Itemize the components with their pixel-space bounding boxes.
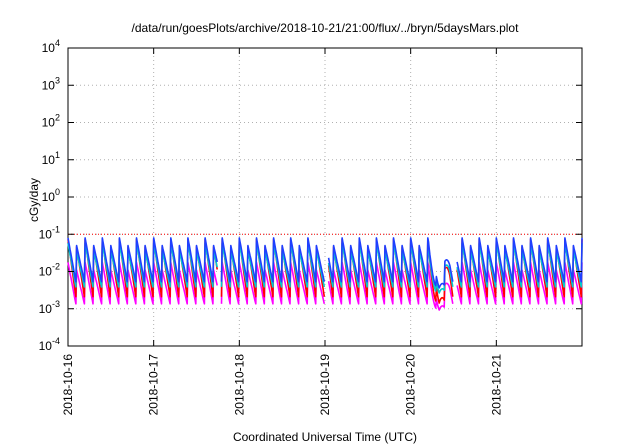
y-tick-label: 103 — [42, 75, 60, 92]
x-tick-label: 2018-10-17 — [147, 354, 161, 416]
y-tick-label: 104 — [42, 38, 60, 55]
y-tick-label: 10-2 — [39, 262, 60, 279]
y-tick-label: 10-3 — [39, 299, 60, 316]
x-tick-label: 2018-10-20 — [404, 354, 418, 416]
x-tick-label: 2018-10-21 — [489, 354, 503, 416]
y-tick-label: 10-4 — [39, 336, 60, 353]
y-tick-label: 101 — [42, 150, 60, 167]
axis-layer: 10-4 10-3 10-2 10-1 100 101 102 103 104 2018-10-1… — [39, 38, 582, 415]
chart-title: /data/run/goesPlots/archive/2018-10-21/2… — [132, 21, 520, 35]
x-axis-label: Coordinated Universal Time (UTC) — [233, 430, 417, 444]
x-tick-label: 2018-10-19 — [318, 354, 332, 416]
series-line — [67, 237, 583, 289]
series-line — [67, 261, 583, 311]
x-tick-label: 2018-10-18 — [232, 354, 246, 416]
series-line — [67, 238, 583, 304]
series-layer — [67, 237, 583, 311]
y-axis-label: cGy/day — [27, 178, 41, 222]
series-line — [67, 242, 583, 294]
x-tick-label: 2018-10-16 — [61, 354, 75, 416]
y-tick-label: 102 — [42, 113, 60, 130]
y-tick-label: 100 — [42, 187, 60, 204]
y-tick-label: 10-1 — [39, 224, 60, 241]
